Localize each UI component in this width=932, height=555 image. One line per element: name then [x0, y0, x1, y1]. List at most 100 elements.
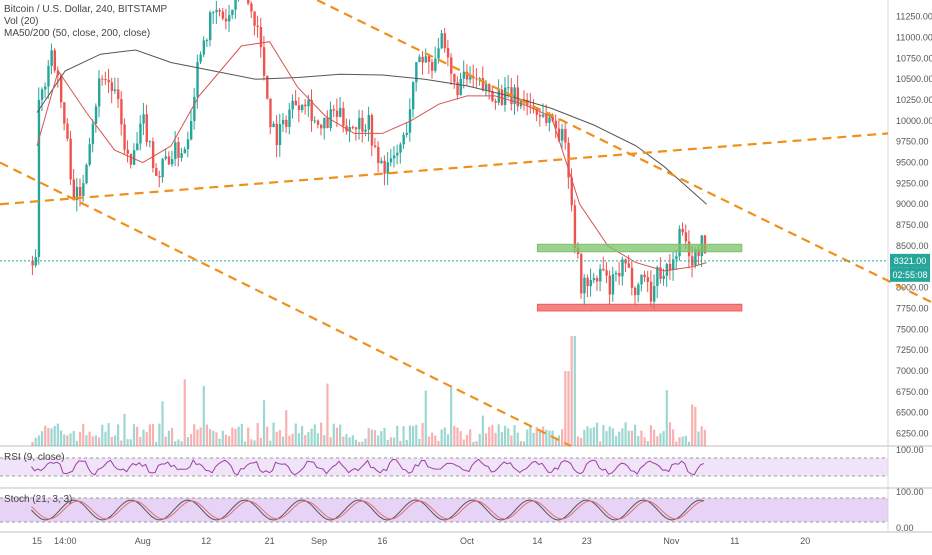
- volume-bar: [186, 437, 190, 446]
- volume-bar: [361, 441, 364, 446]
- candle-body: [82, 183, 85, 196]
- volume-bar: [586, 426, 589, 446]
- last-price-text: 8321.00: [894, 256, 927, 266]
- candle-body: [148, 141, 152, 143]
- candle-body: [44, 86, 47, 90]
- volume-bar: [98, 437, 101, 446]
- x-tick-label: Aug: [135, 536, 151, 546]
- candle-body: [538, 114, 542, 117]
- volume-bar: [345, 434, 348, 446]
- candle-body: [542, 114, 545, 117]
- candle-body: [437, 48, 440, 59]
- candle-body: [370, 115, 374, 146]
- candle-body: [47, 65, 50, 87]
- volume-bar: [174, 441, 177, 446]
- candle-body: [649, 281, 653, 302]
- y-tick-label: 6750.00: [896, 387, 929, 397]
- volume-bar: [551, 430, 554, 446]
- candle-body: [262, 47, 266, 76]
- y-tick-label: 10750.00: [896, 53, 932, 63]
- volume-bar: [85, 435, 88, 446]
- candle-body: [621, 259, 624, 277]
- volume-bar: [364, 438, 367, 446]
- volume-bar: [611, 428, 614, 446]
- ma-legend[interactable]: MA50/200 (50, close, 200, close): [4, 28, 151, 39]
- volume-bar: [500, 432, 503, 446]
- volume-bar: [129, 439, 132, 446]
- candle-body: [529, 105, 532, 107]
- candle-body: [136, 143, 139, 151]
- volume-bar: [532, 432, 535, 446]
- volume-bar: [348, 437, 351, 446]
- volume-bar: [250, 439, 253, 446]
- volume-bar: [218, 438, 221, 446]
- candle-body: [310, 99, 313, 121]
- candle-body: [253, 11, 256, 26]
- volume-bar: [415, 424, 418, 446]
- trendline-1: [316, 0, 932, 304]
- candle-body: [158, 175, 161, 178]
- volume-bar: [469, 429, 472, 446]
- volume-bar: [66, 435, 69, 446]
- stoch-legend[interactable]: Stoch (21, 3, 3): [4, 494, 73, 505]
- volume-bar: [383, 427, 386, 446]
- x-tick-label: Oct: [460, 536, 475, 546]
- candle-body: [123, 124, 126, 150]
- resistance-zone: [536, 243, 743, 253]
- volume-bar: [291, 433, 294, 446]
- y-tick-label: 8500.00: [896, 241, 929, 251]
- candle-body: [640, 274, 643, 285]
- candle-body: [202, 40, 206, 55]
- volume-bar: [576, 436, 580, 446]
- volume-bar: [202, 385, 205, 446]
- volume-bar: [614, 435, 618, 446]
- candle-body: [85, 164, 88, 184]
- candle-body: [497, 89, 501, 103]
- volume-bar: [44, 425, 47, 446]
- volume-bar: [472, 441, 475, 446]
- x-tick-label: 20: [800, 536, 810, 546]
- volume-bar: [231, 427, 234, 446]
- volume-bar: [567, 371, 570, 446]
- rsi-legend[interactable]: RSI (9, close): [4, 452, 65, 463]
- candle-body: [69, 138, 72, 180]
- candle-body: [456, 82, 459, 96]
- volume-bar: [491, 424, 494, 446]
- candle-body: [297, 105, 301, 110]
- volume-bar: [681, 436, 684, 446]
- y-tick-label: 11000.00: [896, 33, 932, 43]
- volume-bar: [380, 431, 383, 446]
- candle-body: [662, 275, 665, 279]
- volume-legend[interactable]: Vol (20): [4, 16, 39, 27]
- volume-bar: [151, 424, 155, 446]
- volume-bar: [373, 430, 377, 446]
- symbol-legend[interactable]: Bitcoin / U.S. Dollar, 240, BITSTAMP: [4, 4, 168, 15]
- volume-bar: [297, 433, 301, 446]
- volume-bar: [675, 441, 678, 446]
- volume-bar: [535, 426, 538, 446]
- volume-bar: [557, 435, 561, 446]
- candle-body: [694, 249, 697, 266]
- volume-bar: [421, 422, 424, 446]
- candle-body: [307, 99, 310, 107]
- volume-bar: [196, 429, 199, 446]
- volume-bar: [570, 336, 573, 446]
- volume-bar: [339, 424, 342, 446]
- rsi-band: [0, 458, 888, 476]
- candle-body: [291, 100, 294, 110]
- volume-bar: [561, 429, 564, 446]
- candle-body: [459, 78, 462, 96]
- candle-body: [592, 278, 596, 281]
- candle-body: [117, 89, 120, 100]
- y-tick-label: 7500.00: [896, 324, 929, 334]
- x-tick-label: Nov: [663, 536, 680, 546]
- volume-bar: [497, 424, 500, 446]
- x-tick-label: 16: [377, 536, 387, 546]
- volume-bar: [31, 441, 34, 446]
- candle-body: [573, 205, 577, 248]
- x-tick-label: 14: [532, 536, 542, 546]
- volume-bar: [281, 436, 285, 446]
- volume-bar: [443, 427, 446, 446]
